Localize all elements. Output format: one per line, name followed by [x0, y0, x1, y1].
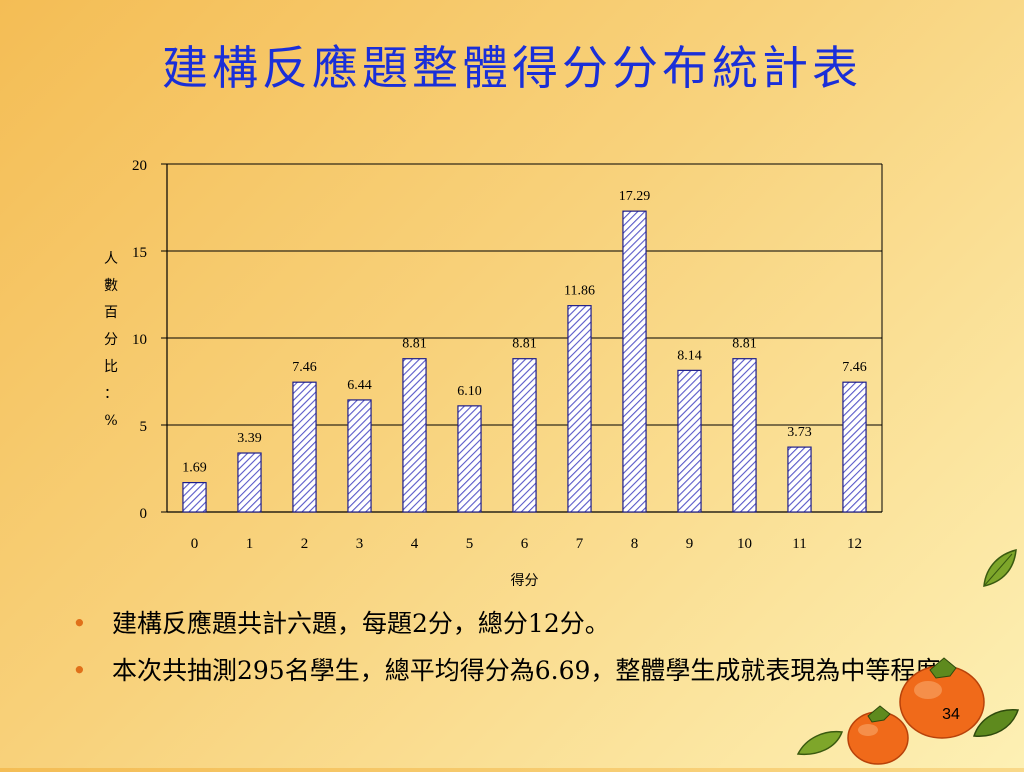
- x-tick-label: 0: [191, 536, 199, 552]
- data-label: 3.39: [237, 431, 262, 446]
- bar: [732, 358, 757, 513]
- x-tick-label: 2: [301, 536, 309, 552]
- y-axis-title-char: 人: [104, 251, 118, 267]
- y-tick-label: 20: [132, 158, 147, 174]
- x-tick-label: 10: [737, 536, 752, 552]
- bar: [347, 399, 372, 513]
- bullet-dot-icon: •: [72, 656, 87, 685]
- data-label: 8.14: [677, 348, 702, 363]
- data-label: 3.73: [787, 425, 812, 440]
- y-axis-title-char: %: [104, 413, 117, 429]
- data-label: 6.44: [347, 378, 372, 393]
- bar: [512, 358, 537, 513]
- bullet-list: • 建構反應題共計六題，每題2分，總分12分。 • 本次共抽測295名學生，總平均得…: [72, 604, 992, 698]
- bar: [677, 369, 702, 513]
- x-tick-label: 5: [466, 536, 474, 552]
- data-label: 17.29: [619, 189, 651, 204]
- data-label: 1.69: [182, 461, 207, 476]
- data-label: 11.86: [564, 284, 595, 299]
- plot-area: 0 5 10 15 20 1.69 0 3.39 1 7.46 2 6.44 3 8.81 4 6.10 5 8.…: [104, 158, 883, 589]
- y-axis-title-char: 分: [104, 332, 118, 348]
- bar: [292, 381, 317, 513]
- x-tick-label: 3: [356, 536, 364, 552]
- bullet-text: 本次共抽測295名學生，總平均得分為6.69，整體學生成就表現為中等程度。: [112, 656, 966, 685]
- y-tick-label: 5: [140, 419, 148, 435]
- data-label: 8.81: [732, 337, 757, 352]
- bar: [842, 381, 867, 513]
- x-tick-label: 8: [631, 536, 639, 552]
- bar: [787, 446, 812, 513]
- bar: [567, 305, 592, 513]
- data-label: 8.81: [402, 337, 427, 352]
- x-tick-label: 1: [246, 536, 254, 552]
- y-axis-title-char: 比: [104, 359, 118, 375]
- x-tick-label: 12: [847, 536, 862, 552]
- data-label: 7.46: [842, 360, 867, 375]
- y-axis-title-char: 百: [104, 305, 118, 321]
- page-number: 34: [942, 706, 960, 723]
- x-axis-title: 得分: [511, 572, 539, 589]
- data-label: 8.81: [512, 337, 537, 352]
- x-tick-label: 9: [686, 536, 694, 552]
- bar: [182, 481, 207, 513]
- bar: [402, 358, 427, 513]
- bar: [457, 405, 482, 513]
- y-tick-label: 15: [132, 245, 147, 261]
- y-axis-title-char: 數: [104, 278, 118, 294]
- x-tick-label: 6: [521, 536, 529, 552]
- data-label: 7.46: [292, 360, 317, 375]
- bullet-dot-icon: •: [72, 609, 87, 638]
- x-tick-label: 11: [792, 536, 806, 552]
- data-label: 6.10: [457, 384, 482, 399]
- x-tick-label: 7: [576, 536, 584, 552]
- bar: [622, 210, 647, 513]
- bullet-item: • 建構反應題共計六題，每題2分，總分12分。: [72, 604, 992, 643]
- y-tick-label: 0: [140, 506, 148, 522]
- x-tick-label: 4: [411, 536, 419, 552]
- y-tick-label: 10: [132, 332, 147, 348]
- bullet-item: • 本次共抽測295名學生，總平均得分為6.69，整體學生成就表現為中等程度。: [72, 651, 992, 690]
- slide-title: 建構反應題整體得分分布統計表: [162, 41, 862, 95]
- bullet-text: 建構反應題共計六題，每題2分，總分12分。: [112, 609, 610, 638]
- y-axis-title-char: ：: [104, 386, 118, 402]
- bar: [237, 452, 262, 513]
